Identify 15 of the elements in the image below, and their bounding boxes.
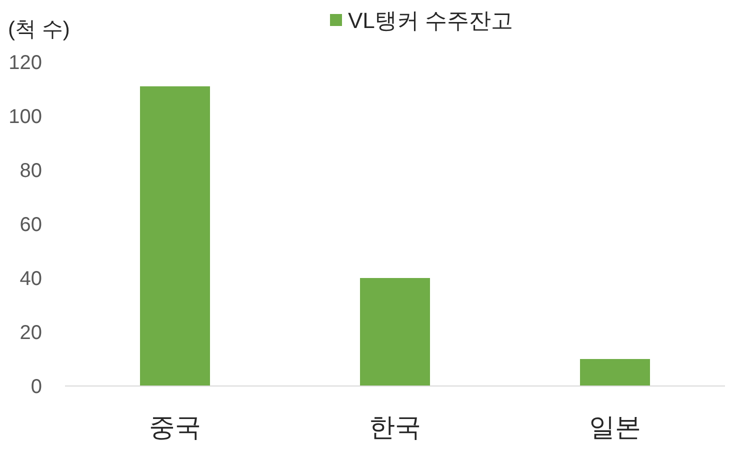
y-tick-label: 80 xyxy=(20,160,42,182)
y-tick-label: 40 xyxy=(20,268,42,290)
x-tick-label: 일본 xyxy=(589,412,641,442)
bar xyxy=(360,278,430,386)
y-tick-label: 20 xyxy=(20,322,42,344)
y-tick-label: 0 xyxy=(30,376,42,398)
y-tick-label: 100 xyxy=(8,106,42,128)
legend-label: VL탱커 수주잔고 xyxy=(348,8,514,33)
y-tick-label: 60 xyxy=(20,214,42,236)
y-tick-label: 120 xyxy=(8,52,42,74)
bar xyxy=(140,86,210,386)
x-tick-label: 중국 xyxy=(149,412,201,442)
bar xyxy=(580,359,650,386)
y-axis-title: (척 수) xyxy=(8,18,70,41)
x-tick-label: 한국 xyxy=(369,412,421,442)
